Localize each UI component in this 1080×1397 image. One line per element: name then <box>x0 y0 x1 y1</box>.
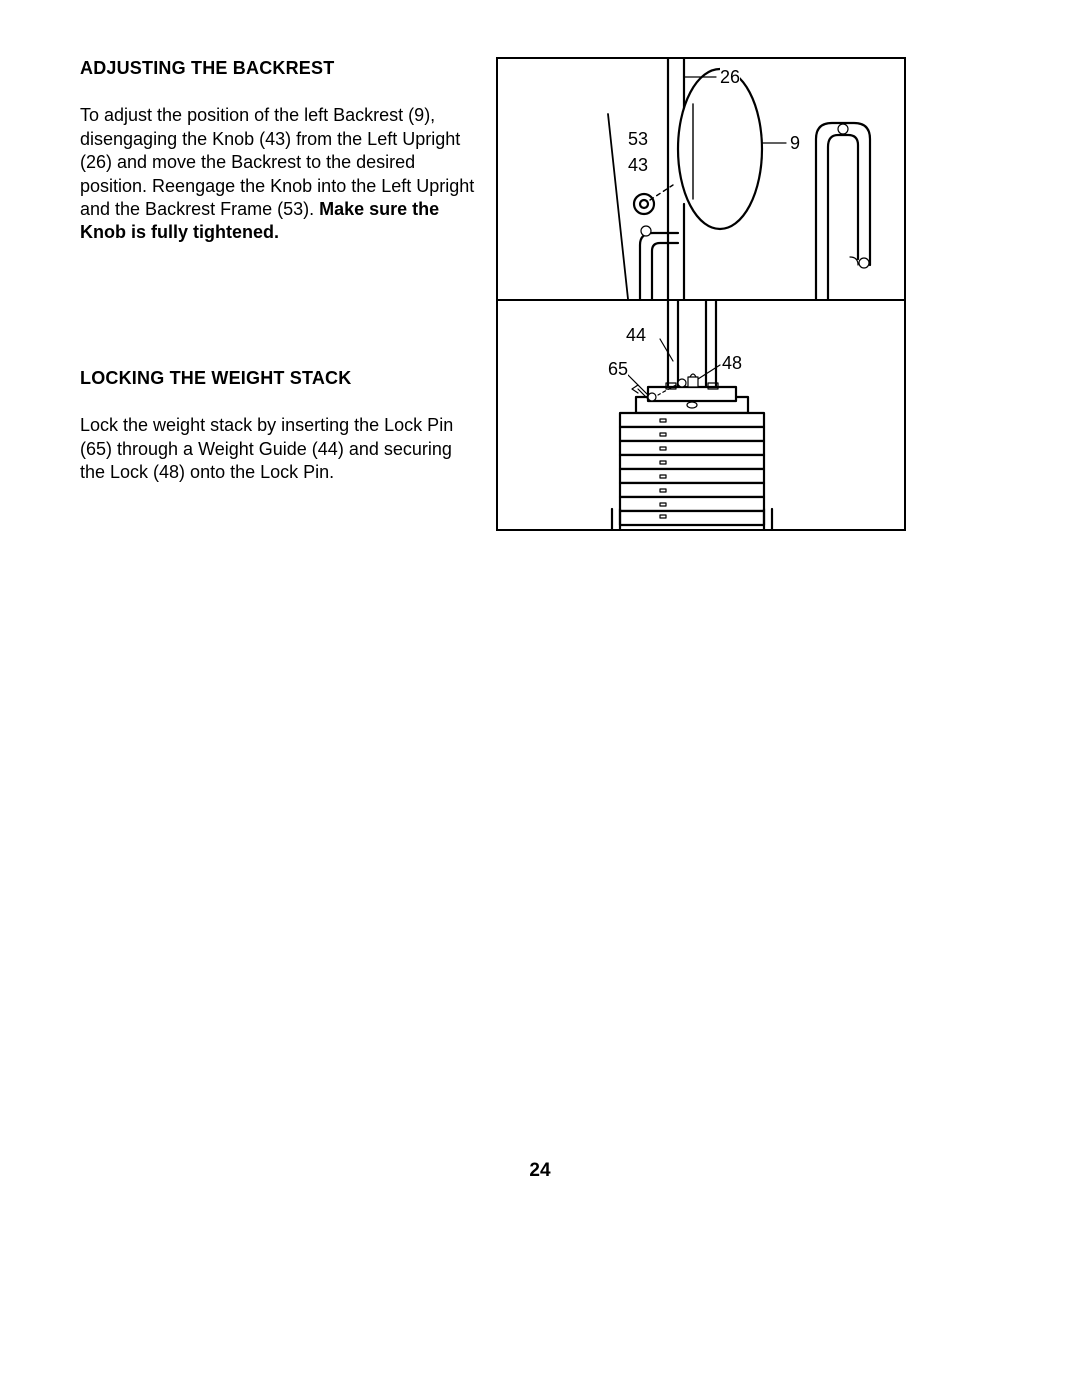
section-gap <box>80 255 480 367</box>
callout-9: 9 <box>790 133 800 154</box>
callout-53: 53 <box>628 129 648 150</box>
manual-page: ADJUSTING THE BACKREST To adjust the pos… <box>0 0 1080 1397</box>
figure-panel-weight-stack: 44 48 65 <box>498 299 904 529</box>
backrest-diagram <box>498 59 904 299</box>
figure-panel-backrest: 26 53 43 9 <box>498 59 904 299</box>
figure-border: 26 53 43 9 <box>496 57 906 531</box>
callout-48: 48 <box>722 353 742 374</box>
heading-locking-weight-stack: LOCKING THE WEIGHT STACK <box>80 367 480 390</box>
text-column: ADJUSTING THE BACKREST To adjust the pos… <box>80 57 496 494</box>
content-columns: ADJUSTING THE BACKREST To adjust the pos… <box>80 57 1000 531</box>
figure-column: 26 53 43 9 <box>496 57 906 531</box>
callout-43: 43 <box>628 155 648 176</box>
callout-26: 26 <box>720 67 740 88</box>
heading-adjusting-backrest: ADJUSTING THE BACKREST <box>80 57 480 80</box>
body-adjusting-backrest: To adjust the position of the left Backr… <box>80 104 480 244</box>
body-locking-weight-stack: Lock the weight stack by inserting the L… <box>80 414 480 484</box>
weight-stack-svg <box>498 301 904 529</box>
callout-44: 44 <box>626 325 646 346</box>
page-number: 24 <box>0 1160 1080 1182</box>
callout-65: 65 <box>608 359 628 380</box>
